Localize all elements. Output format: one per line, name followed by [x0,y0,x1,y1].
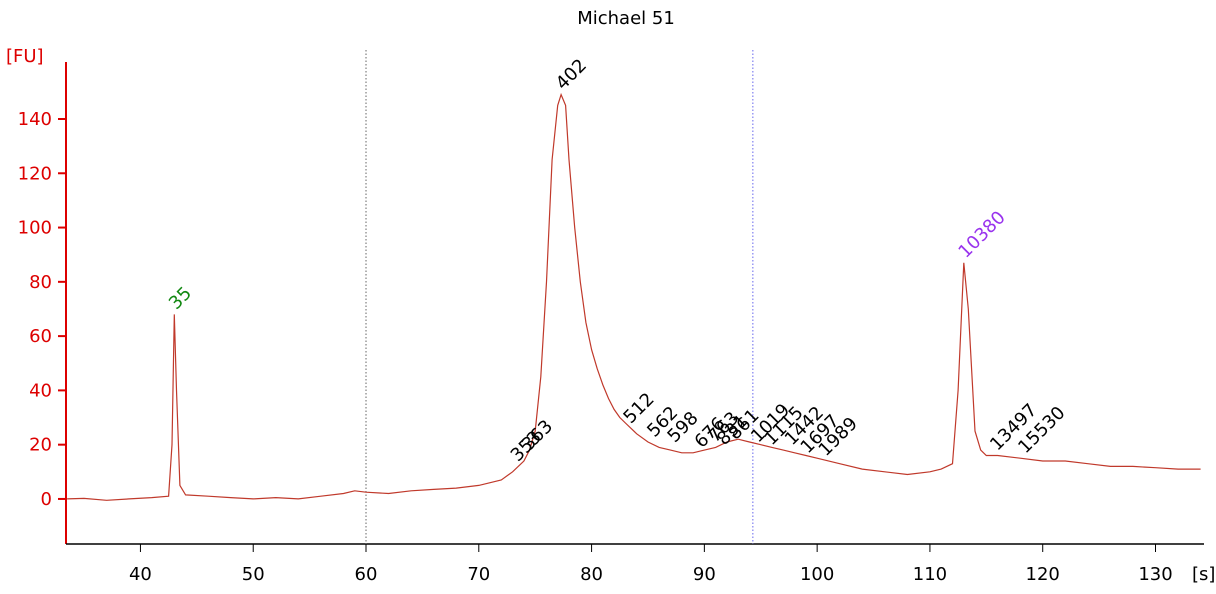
y-tick-label: 0 [41,489,52,510]
x-tick-label: 70 [467,564,490,585]
y-tick-label: 100 [18,218,52,239]
y-tick-label: 120 [18,163,52,184]
peak-label: 10380 [954,207,1009,262]
x-axis-label: [s] [1192,564,1215,585]
peak-label: 402 [552,55,591,94]
x-tick-label: 80 [580,564,603,585]
x-tick-label: 100 [800,564,834,585]
y-axis-label: [FU] [6,46,44,67]
peak-label: 35 [165,283,196,314]
y-tick-label: 80 [29,272,52,293]
x-tick-label: 60 [355,564,378,585]
y-tick-label: 140 [18,109,52,130]
y-tick-label: 40 [29,380,52,401]
x-tick-label: 40 [129,564,152,585]
y-tick-label: 20 [29,435,52,456]
x-tick-label: 90 [693,564,716,585]
x-tick-label: 120 [1026,564,1060,585]
trace [67,92,1201,501]
x-tick-label: 110 [913,564,947,585]
x-tick-label: 130 [1138,564,1172,585]
y-tick-label: 60 [29,326,52,347]
chart-title: Michael 51 [577,8,675,29]
x-tick-label: 50 [242,564,265,585]
